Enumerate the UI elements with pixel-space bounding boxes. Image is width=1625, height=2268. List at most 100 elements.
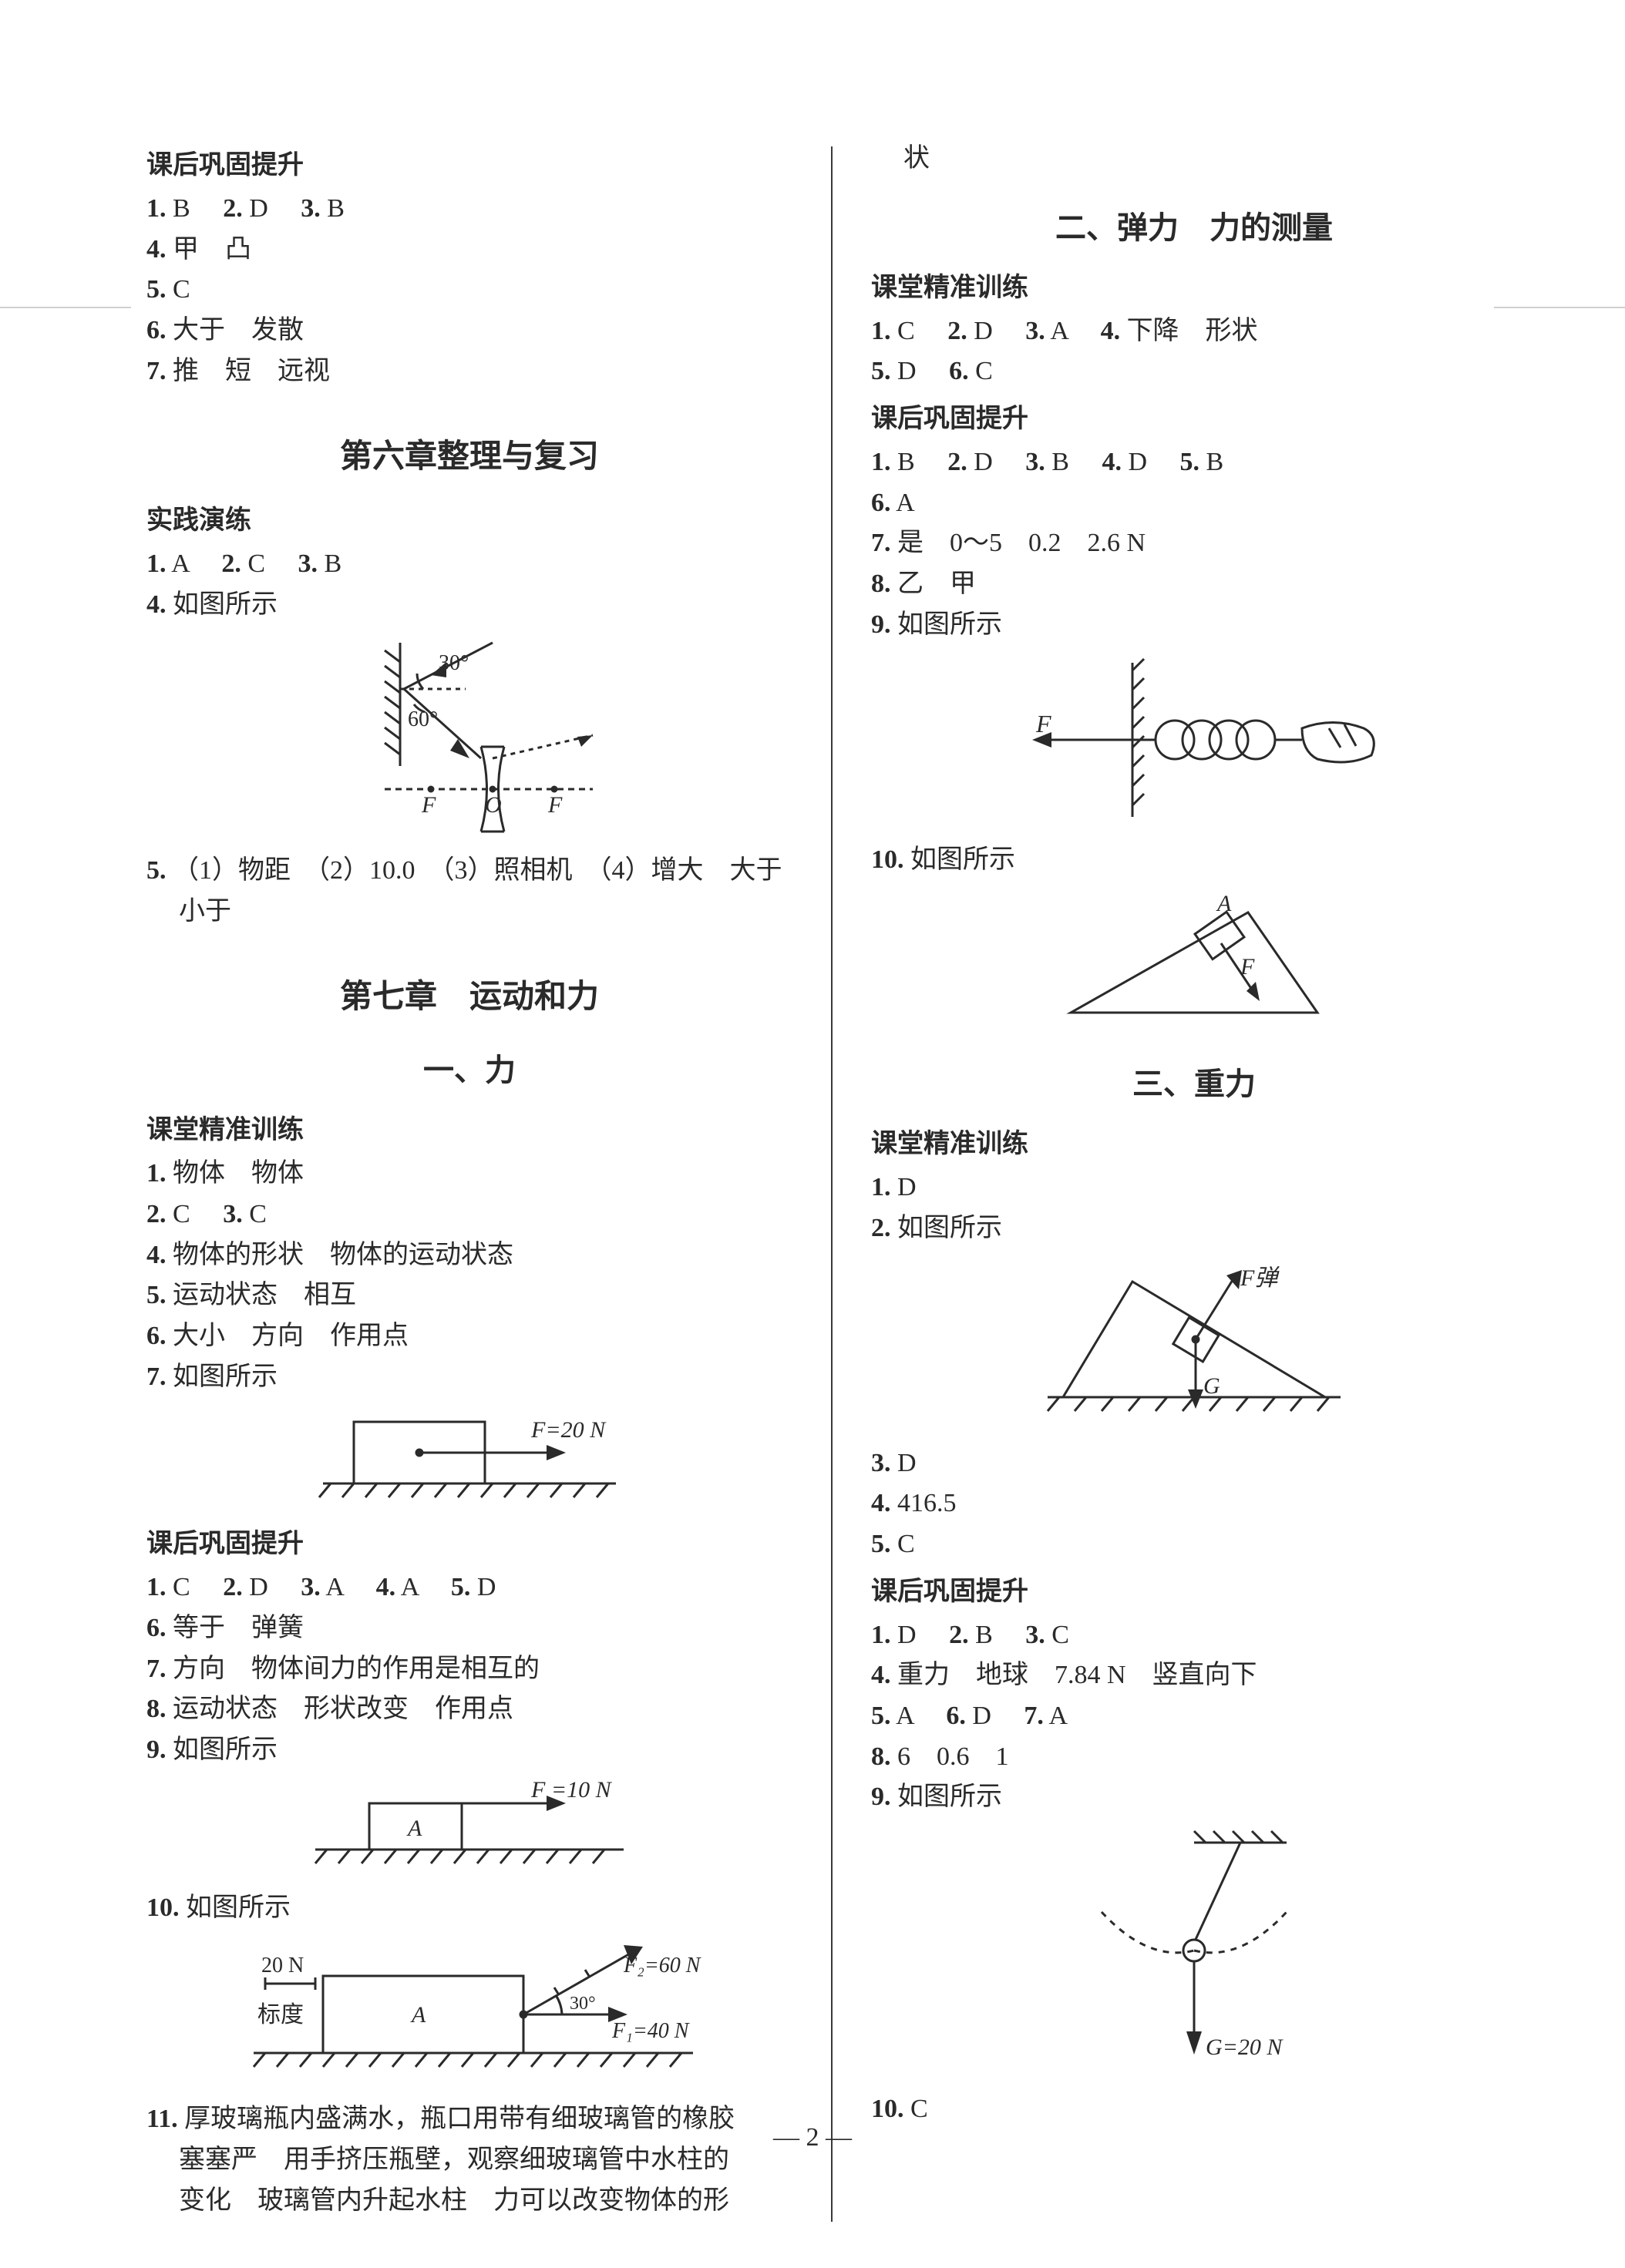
answer: 乙 甲	[897, 570, 976, 598]
q-number: 3.	[298, 549, 318, 578]
q-number: 7.	[146, 1655, 167, 1683]
answer-line: 7. 如图所示	[146, 1357, 792, 1398]
answer: C	[897, 1530, 915, 1558]
q-number: 1.	[146, 1573, 167, 1601]
q-number: 4.	[146, 590, 167, 619]
answer: D	[897, 1173, 917, 1201]
answer-line: 1. B 2. D 3. B 4. D 5. B	[871, 442, 1517, 483]
answer: A	[1050, 317, 1068, 345]
box-label: A	[406, 1816, 422, 1841]
answer: 如图所示	[897, 1214, 1002, 1242]
section-title: 三、重力	[871, 1059, 1517, 1104]
q-number: 6.	[946, 1702, 966, 1730]
answer-line: 7. 是 0～5 0.2 2.6 N	[871, 523, 1517, 564]
q-number: 6.	[146, 1614, 167, 1642]
answer: 如图所示	[173, 1362, 278, 1391]
scale-word: 标度	[257, 2002, 304, 2028]
q-number: 2.	[221, 549, 241, 578]
answer: C	[897, 317, 915, 345]
force-label: F₂=60 N	[623, 1954, 701, 1977]
answer-line: 4. 物体的形状 物体的运动状态	[146, 1235, 792, 1276]
force-label: G	[1203, 1373, 1220, 1399]
q-number: 2.	[871, 1214, 891, 1242]
answer: 大小 方向 作用点	[173, 1322, 409, 1350]
answer-line: 1. D 2. B 3. C	[871, 1615, 1517, 1656]
spring-diagram: F	[978, 655, 1410, 825]
answer-line: 4. 416.5	[871, 1483, 1517, 1524]
answer-line: 1. C 2. D 3. A 4. 下降 形状	[871, 311, 1517, 352]
answer: B	[325, 549, 342, 578]
answer: D	[477, 1573, 496, 1601]
answer: B	[897, 448, 915, 476]
answer: 物体 物体	[173, 1159, 304, 1188]
q-number: 10.	[146, 1893, 180, 1922]
answer: 如图所示	[173, 590, 278, 619]
answer: 等于 弹簧	[173, 1614, 304, 1642]
lens-diagram: 30° 60° F O F	[331, 635, 608, 835]
q-number: 6.	[146, 316, 167, 344]
q-number: 1.	[871, 1173, 891, 1201]
q-number: 3.	[1025, 317, 1045, 345]
q-number: 9.	[871, 1782, 891, 1811]
q-number: 4.	[376, 1573, 396, 1601]
answer-line: 6. 大小 方向 作用点	[146, 1316, 792, 1357]
incline-diagram: A F	[1040, 889, 1348, 1036]
q-number: 7.	[146, 357, 167, 385]
q-number: 5.	[451, 1573, 471, 1601]
force-label: F弹	[1240, 1265, 1280, 1291]
answer: B	[1206, 448, 1224, 476]
answer: （1）物距 （2）10.0 （3）照相机 （4）增大 大于	[173, 856, 782, 885]
q-number: 3.	[1025, 448, 1045, 476]
answer: C	[173, 1200, 190, 1228]
q-number: 5.	[146, 275, 167, 304]
box-force-diagram: F=20 N	[308, 1406, 631, 1507]
answer-line: 5. （1）物距 （2）10.0 （3）照相机 （4）增大 大于	[146, 851, 792, 892]
answer-line: 5. C	[146, 270, 792, 311]
force-label: F₁=40 N	[611, 2019, 690, 2043]
answer-line: 1. 物体 物体	[146, 1154, 792, 1194]
answer-line: 6. A	[871, 483, 1517, 524]
q-number: 2.	[223, 194, 243, 223]
point-label: O	[485, 792, 502, 818]
scale-label: 20 N	[261, 1954, 304, 1977]
answer: 6 0.6 1	[897, 1742, 1009, 1771]
angle-label: 30°	[570, 1994, 596, 2014]
box-label: A	[1216, 891, 1232, 916]
q-number: 3.	[1025, 1621, 1045, 1649]
answer: D	[897, 1449, 917, 1477]
q-number: 8.	[146, 1695, 167, 1723]
right-column: 状 二、弹力 力的测量 课堂精准训练 1. C 2. D 3. A 4. 下降 …	[833, 139, 1532, 2222]
force-label: F	[1240, 954, 1255, 979]
answer-line: 8. 乙 甲	[871, 564, 1517, 605]
answer-line: 4. 重力 地球 7.84 N 竖直向下	[871, 1655, 1517, 1696]
q-number: 8.	[871, 1742, 891, 1771]
answer-line: 4. 如图所示	[146, 585, 792, 626]
answer: C	[173, 275, 190, 304]
answer: A	[896, 489, 915, 517]
q-number: 3.	[301, 194, 321, 223]
answer-line: 2. 如图所示	[871, 1208, 1517, 1249]
answer: 运动状态 形状改变 作用点	[173, 1695, 513, 1723]
answer: B	[173, 194, 190, 223]
answer: D	[974, 448, 993, 476]
q-number: 6.	[871, 489, 891, 517]
q-number: 4.	[871, 1489, 891, 1517]
answer-line: 8. 6 0.6 1	[871, 1737, 1517, 1778]
answer: A	[401, 1573, 419, 1601]
heading: 课堂精准训练	[871, 1122, 1517, 1160]
q-number: 5.	[146, 856, 167, 885]
section-title: 一、力	[146, 1045, 792, 1090]
heading: 课后巩固提升	[146, 143, 792, 181]
answer-cont: 小于	[146, 892, 792, 932]
answer: 416.5	[897, 1489, 957, 1517]
box-force-diagram: A F =10 N	[300, 1780, 639, 1873]
page: 课后巩固提升 1. B 2. D 3. B 4. 甲 凸 5. C 6. 大于 …	[0, 0, 1625, 2268]
q-number: 1.	[871, 1621, 891, 1649]
answer-cont: 变化 玻璃管内升起水柱 力可以改变物体的形	[146, 2181, 792, 2222]
answer: 大于 发散	[173, 316, 304, 344]
heading: 实践演练	[146, 499, 792, 536]
answer: D	[249, 1573, 268, 1601]
q-number: 1.	[146, 549, 167, 578]
q-number: 2.	[947, 448, 967, 476]
force-label: F =10 N	[530, 1780, 613, 1803]
